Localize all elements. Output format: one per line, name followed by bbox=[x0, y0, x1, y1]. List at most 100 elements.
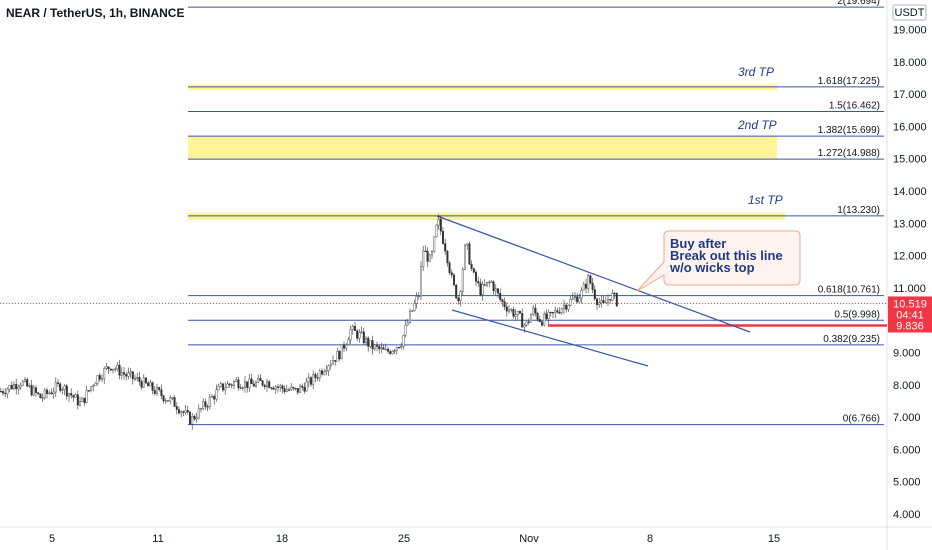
fib-label: 0.5(9.998) bbox=[834, 309, 880, 320]
candle bbox=[615, 292, 618, 307]
candle-body bbox=[574, 296, 577, 299]
candle bbox=[166, 400, 169, 402]
candle bbox=[92, 384, 95, 392]
candle bbox=[547, 309, 550, 325]
candle-body bbox=[459, 291, 462, 302]
candle bbox=[164, 398, 167, 404]
candle bbox=[380, 342, 383, 354]
candle bbox=[228, 382, 231, 388]
candle-body bbox=[213, 396, 216, 400]
candle bbox=[387, 346, 390, 354]
candle-body bbox=[444, 243, 447, 252]
candle bbox=[519, 310, 522, 314]
candle-body bbox=[468, 243, 471, 265]
candle-body bbox=[191, 416, 194, 425]
candle bbox=[433, 236, 436, 253]
candle bbox=[483, 279, 486, 287]
candle-body bbox=[144, 377, 147, 384]
candle bbox=[596, 297, 599, 310]
candle bbox=[602, 295, 605, 304]
time-axis[interactable]: 5 11 18 25 Nov 8 15 bbox=[49, 533, 780, 545]
candle bbox=[417, 292, 420, 300]
candle-body bbox=[162, 395, 165, 402]
candle bbox=[215, 384, 218, 402]
candle bbox=[83, 397, 86, 406]
candle bbox=[140, 379, 143, 390]
candle-body bbox=[32, 387, 35, 396]
candle bbox=[136, 372, 139, 382]
currency-badge[interactable]: USDT bbox=[892, 4, 927, 21]
candle bbox=[325, 364, 328, 376]
candle bbox=[125, 371, 128, 381]
candle-body bbox=[400, 346, 403, 348]
candle bbox=[171, 396, 174, 401]
candle-body bbox=[138, 376, 141, 382]
candle bbox=[127, 367, 130, 380]
annotation-callout[interactable]: Buy after Break out this line w/o wicks … bbox=[636, 230, 801, 292]
candle-body bbox=[417, 295, 420, 298]
candle bbox=[354, 322, 357, 331]
candle bbox=[521, 308, 524, 328]
candle bbox=[611, 289, 614, 302]
candle-body bbox=[239, 387, 242, 389]
candle-body bbox=[545, 313, 548, 319]
channel-upper-trendline[interactable] bbox=[436, 215, 751, 333]
candle bbox=[111, 368, 114, 374]
candle-body bbox=[147, 382, 150, 387]
candle-body bbox=[391, 350, 394, 354]
candle bbox=[52, 387, 55, 399]
candle bbox=[96, 374, 99, 386]
candle bbox=[563, 299, 566, 314]
candle bbox=[464, 243, 467, 271]
candle bbox=[81, 397, 84, 402]
candle bbox=[85, 385, 88, 404]
candle bbox=[232, 380, 235, 389]
candle bbox=[30, 380, 33, 397]
candle bbox=[37, 391, 40, 396]
candle-body bbox=[499, 293, 502, 300]
candle-body bbox=[290, 386, 293, 391]
candle-body bbox=[336, 351, 339, 362]
candle bbox=[122, 366, 125, 380]
candle bbox=[283, 385, 286, 395]
y-tick-label: 4.000 bbox=[893, 509, 921, 521]
fib-label: 0.382(9.235) bbox=[823, 334, 880, 345]
candle bbox=[177, 406, 180, 415]
candle bbox=[373, 343, 376, 351]
candle bbox=[204, 398, 207, 410]
candle bbox=[468, 241, 471, 265]
candle-body bbox=[219, 383, 222, 387]
fib-label: 1(13.230) bbox=[837, 205, 880, 216]
candle-body bbox=[250, 378, 253, 385]
candle-body bbox=[512, 309, 515, 317]
candle-body bbox=[164, 400, 167, 402]
candle-body bbox=[492, 281, 495, 292]
candle-body bbox=[589, 275, 592, 284]
candle bbox=[371, 335, 374, 355]
candle bbox=[516, 311, 519, 320]
candle-body bbox=[481, 284, 484, 296]
candle bbox=[89, 386, 92, 393]
candle bbox=[576, 293, 579, 303]
candle bbox=[301, 383, 304, 391]
candle bbox=[556, 307, 559, 314]
candle bbox=[26, 377, 29, 388]
candle-body bbox=[525, 321, 528, 326]
candle bbox=[169, 395, 172, 405]
candle bbox=[332, 355, 335, 365]
candle bbox=[334, 360, 337, 366]
candle bbox=[224, 382, 227, 395]
y-tick-label: 11.000 bbox=[893, 283, 926, 295]
candle-body bbox=[389, 351, 392, 354]
candle-body bbox=[530, 314, 533, 323]
candle bbox=[182, 410, 185, 417]
candle-body bbox=[2, 391, 5, 394]
candle bbox=[221, 383, 224, 393]
candle bbox=[413, 299, 416, 312]
candle-body bbox=[585, 283, 588, 289]
candle bbox=[541, 320, 544, 327]
channel-lower-trendline[interactable] bbox=[451, 309, 649, 367]
candle bbox=[217, 383, 220, 391]
price-axis[interactable]: 4.0005.0006.0007.0008.0009.00010.00011.0… bbox=[893, 25, 927, 522]
